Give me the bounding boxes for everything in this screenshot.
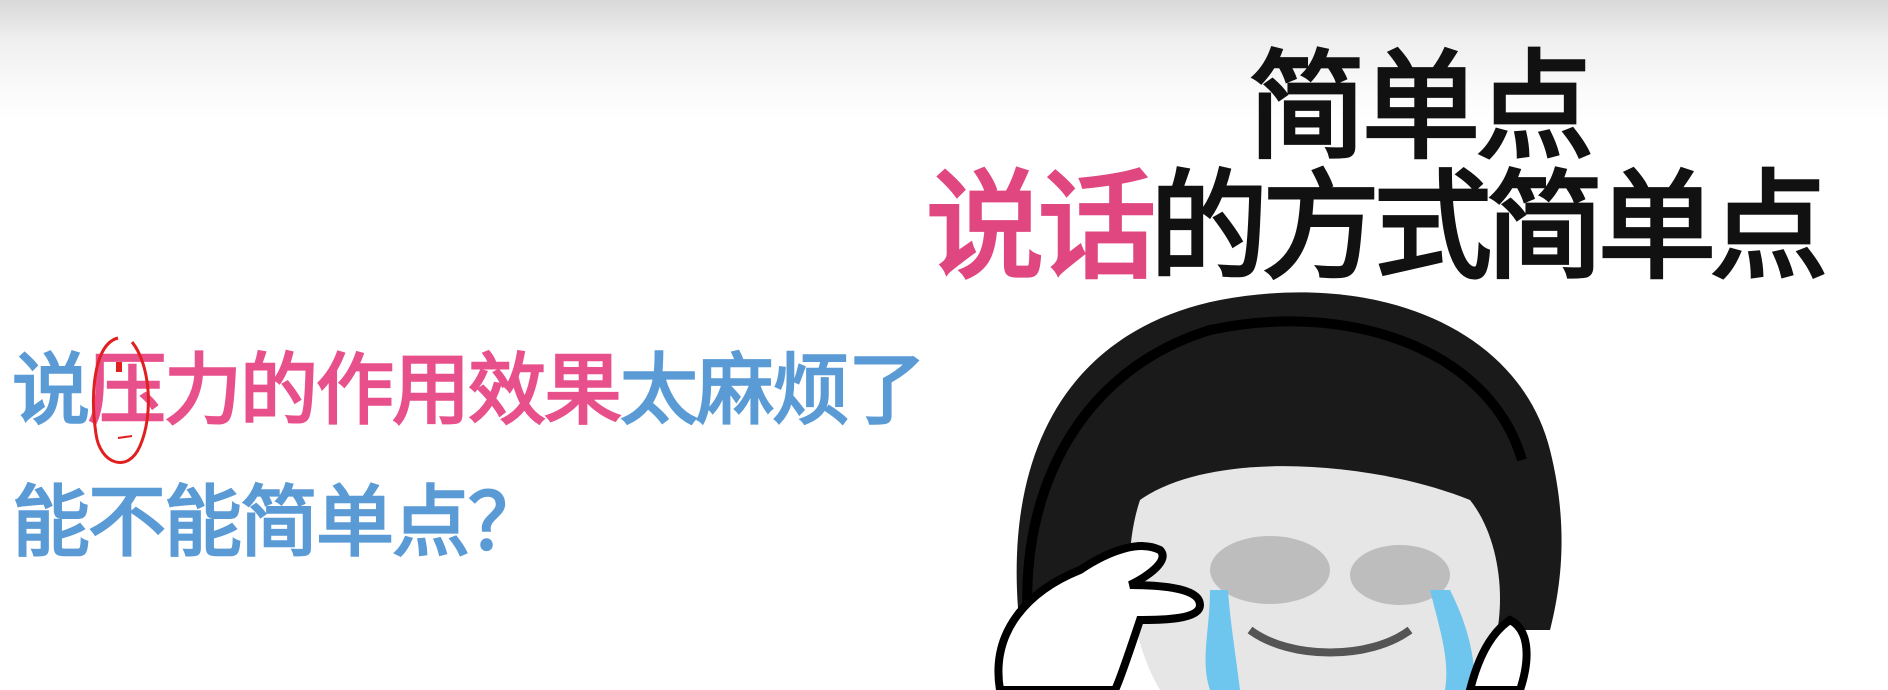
question-line-1: 说压力的作用效果太麻烦了 xyxy=(12,352,926,430)
meme-caption-simple-way: 的方式简单点 xyxy=(1150,158,1828,296)
handwritten-circle-annotation xyxy=(92,336,150,464)
crying-meme-illustration xyxy=(994,292,1562,690)
text-say: 说 xyxy=(12,346,90,436)
meme-caption-line-1: 简单点 xyxy=(1248,38,1594,176)
meme-caption-speak: 说话 xyxy=(926,158,1156,296)
text-too-troublesome: 太麻烦了 xyxy=(620,346,926,436)
question-line-2: 能不能简单点？ xyxy=(12,478,546,568)
text-pressure-effect: 压力的作用效果 xyxy=(88,346,622,436)
meme-caption-line-2: 说话的方式简单点 xyxy=(926,168,1828,286)
